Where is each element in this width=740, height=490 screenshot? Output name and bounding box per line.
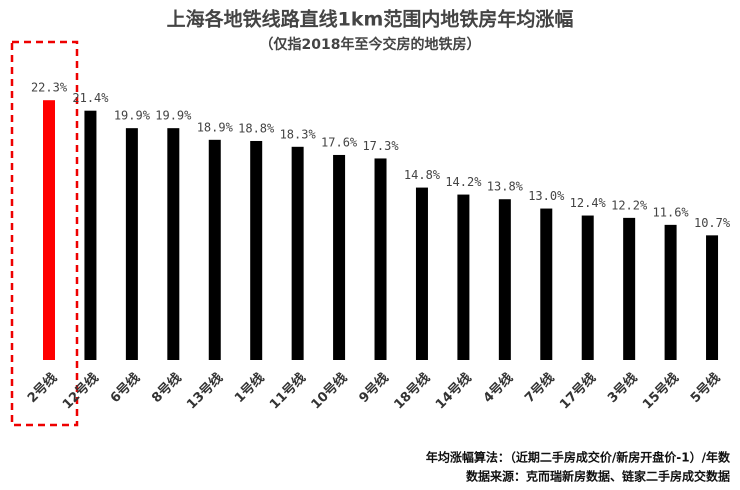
value-label: 10.7% <box>694 216 731 230</box>
bar <box>43 100 55 360</box>
bar <box>208 139 221 360</box>
value-label: 13.0% <box>528 189 565 203</box>
bar <box>167 128 180 360</box>
bar <box>498 199 511 360</box>
value-label: 22.3% <box>31 81 68 95</box>
bar <box>84 110 97 360</box>
x-tick-label: 4号线 <box>480 370 516 406</box>
bar <box>623 217 636 360</box>
note: 年均涨幅算法：（近期二手房成交价/新房开盘价-1）/年数 <box>426 450 731 465</box>
note: 数据来源：克而瑞新房数据、链家二手房成交数据 <box>466 469 730 484</box>
x-tick-label: 10号线 <box>308 370 350 412</box>
value-label: 14.8% <box>404 168 441 182</box>
value-label: 14.2% <box>445 175 482 189</box>
bar <box>250 140 263 360</box>
value-label: 17.6% <box>321 135 358 149</box>
highlight-box <box>10 40 79 427</box>
bar <box>125 128 138 360</box>
x-tick-label: 12号线 <box>59 370 101 412</box>
chart-subtitle: （仅指2018年至今交房的地铁房） <box>260 36 481 53</box>
x-tick-label: 3号线 <box>604 370 640 406</box>
value-label: 19.9% <box>155 109 192 123</box>
value-label: 11.6% <box>653 205 690 219</box>
x-tick-label: 7号线 <box>521 370 557 406</box>
x-tick-label: 14号线 <box>432 370 474 412</box>
value-label: 18.8% <box>238 121 275 135</box>
value-label: 12.2% <box>611 198 648 212</box>
x-tick-label: 6号线 <box>107 370 143 406</box>
bar <box>333 154 346 360</box>
chart-title: 上海各地铁线路直线1km范围内地铁房年均涨幅 <box>167 8 574 31</box>
x-tick-label: 5号线 <box>687 370 723 406</box>
x-tick-label: 17号线 <box>557 370 599 412</box>
value-label: 18.3% <box>280 127 317 141</box>
value-label: 19.9% <box>114 109 151 123</box>
value-label: 21.4% <box>72 91 109 105</box>
x-tick-label: 15号线 <box>639 370 681 412</box>
value-label: 18.9% <box>197 120 234 134</box>
bar <box>291 146 304 360</box>
value-label: 13.8% <box>487 180 524 194</box>
x-tick-label: 1号线 <box>231 370 267 406</box>
bar <box>457 194 470 360</box>
bar <box>581 215 594 360</box>
bar <box>415 187 428 360</box>
bar <box>664 224 677 360</box>
value-label: 12.4% <box>570 196 607 210</box>
x-tick-label: 8号线 <box>149 370 185 406</box>
x-tick-label: 2号线 <box>24 370 60 406</box>
x-tick-label: 13号线 <box>184 370 226 412</box>
x-tick-label: 18号线 <box>391 370 433 412</box>
bar <box>706 235 719 360</box>
bar <box>540 208 553 360</box>
x-tick-label: 11号线 <box>266 370 308 412</box>
bar <box>374 158 387 360</box>
value-label: 17.3% <box>362 139 399 153</box>
x-tick-label: 9号线 <box>356 370 392 406</box>
